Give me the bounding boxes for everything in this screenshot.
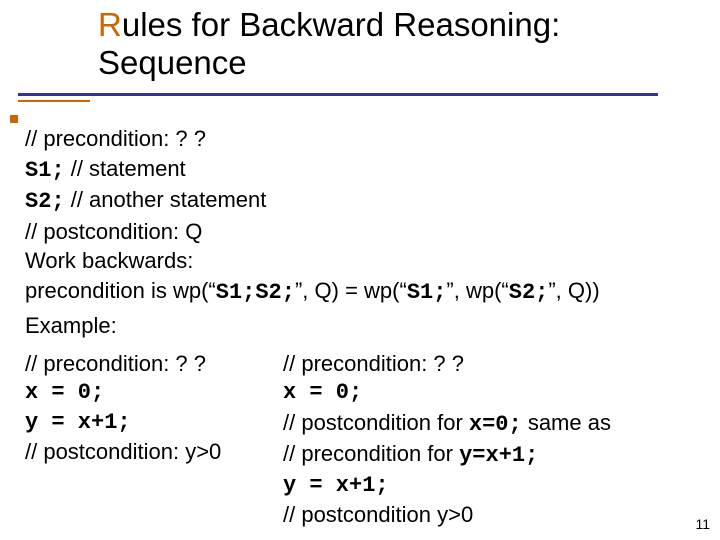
page-number: 11 xyxy=(695,516,710,532)
code-s1: S1; xyxy=(25,158,65,183)
deriv-part-g: ”, Q)) xyxy=(548,278,599,303)
code-s2: S2; xyxy=(25,189,65,214)
right-r3c: same as xyxy=(522,410,611,435)
example-columns: // precondition: ? ? x = 0; y = x+1; // … xyxy=(25,350,705,531)
line-postcondition: // postcondition: Q xyxy=(25,218,705,246)
deriv-part-c: ”, Q) = wp(“ xyxy=(295,278,407,303)
deriv-part-a: precondition is wp(“ xyxy=(25,278,216,303)
comment-s1: // statement xyxy=(65,156,186,181)
content-region: // precondition: ? ? S1; // statement S2… xyxy=(25,125,705,531)
title-underline-accent xyxy=(18,100,90,102)
line-example: Example: xyxy=(25,312,705,340)
deriv-code-f: S2; xyxy=(509,280,549,305)
right-precond: // precondition: ? ? xyxy=(283,350,705,378)
left-code-2: y = x+1; xyxy=(25,409,283,437)
right-precond-yx1: // precondition for y=x+1; xyxy=(283,440,705,470)
accent-square xyxy=(10,115,18,123)
line-s2: S2; // another statement xyxy=(25,186,705,216)
example-right-column: // precondition: ? ? x = 0; // postcondi… xyxy=(283,350,705,531)
title-line1-rest: ules for Backward Reasoning: xyxy=(122,6,560,43)
left-precond: // precondition: ? ? xyxy=(25,350,283,378)
right-code-2: y = x+1; xyxy=(283,472,705,500)
deriv-part-e: ”, wp(“ xyxy=(446,278,508,303)
line-work: Work backwards: xyxy=(25,247,705,275)
line-precondition: // precondition: ? ? xyxy=(25,125,705,153)
comment-s2: // another statement xyxy=(65,187,267,212)
deriv-code-d: S1; xyxy=(407,280,447,305)
right-postcond-x0: // postcondition for x=0; same as xyxy=(283,409,705,439)
deriv-code-b: S1;S2; xyxy=(216,280,295,305)
example-left-column: // precondition: ? ? x = 0; y = x+1; // … xyxy=(25,350,283,531)
right-r4b: y=x+1; xyxy=(459,443,538,468)
line-derivation: precondition is wp(“S1;S2;”, Q) = wp(“S1… xyxy=(25,277,705,307)
right-code-1: x = 0; xyxy=(283,379,705,407)
title-underline xyxy=(18,93,658,96)
right-r4a: // precondition for xyxy=(283,441,459,466)
title-first-letter: R xyxy=(98,6,122,43)
right-postcond-final: // postcondition y>0 xyxy=(283,501,705,529)
title-line2: Sequence xyxy=(98,44,247,81)
right-r3b: x=0; xyxy=(469,412,522,437)
right-r3a: // postcondition for xyxy=(283,410,469,435)
left-postcond: // postcondition: y>0 xyxy=(25,438,283,466)
line-s1: S1; // statement xyxy=(25,155,705,185)
slide-title: Rules for Backward Reasoning: Sequence xyxy=(98,6,658,82)
left-code-1: x = 0; xyxy=(25,379,283,407)
